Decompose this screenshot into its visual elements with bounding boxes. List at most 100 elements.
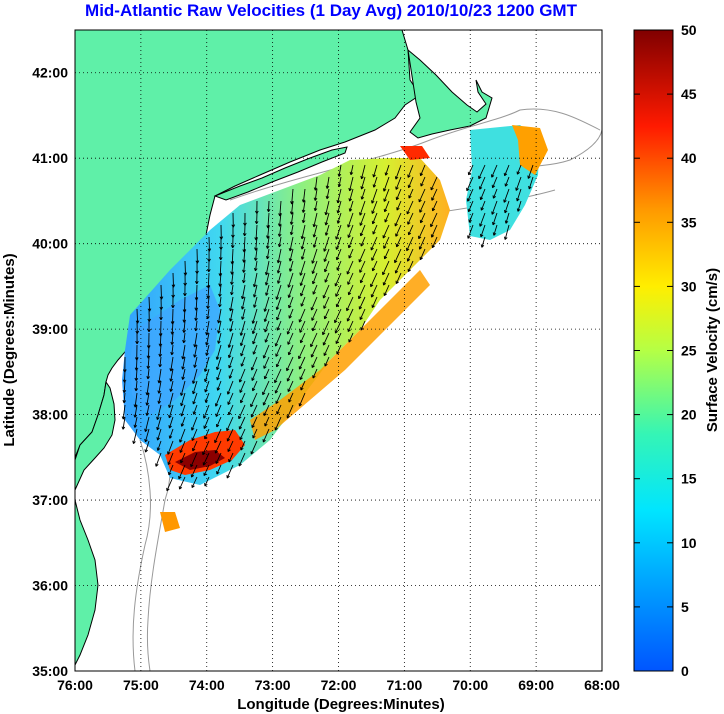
longitude-tick-label: 68:00: [584, 677, 620, 693]
velocity-arrow: [371, 248, 378, 261]
velocity-arrow: [371, 260, 378, 272]
velocity-arrow: [298, 344, 306, 360]
velocity-arrow: [230, 284, 234, 296]
velocity-arrow: [205, 332, 210, 346]
velocity-arrow: [156, 440, 162, 451]
velocity-arrow: [204, 392, 210, 403]
velocity-arrow: [168, 428, 174, 439]
latitude-tick-label: 40:00: [32, 236, 68, 252]
map-panel: 76:00 75:00 74:00 73:00 72:00 71:00 70:00 69:00…: [32, 29, 620, 693]
velocity-arrow: [300, 380, 306, 391]
velocity-arrow: [491, 176, 498, 189]
velocity-arrow: [359, 224, 366, 237]
velocity-arrow: [311, 248, 318, 264]
velocity-arrow: [347, 212, 354, 228]
velocity-arrow: [406, 200, 414, 215]
velocity-arrow: [348, 188, 354, 202]
velocity-arrow: [192, 392, 198, 405]
velocity-arrow: [528, 176, 534, 190]
velocity-arrow: [408, 188, 414, 199]
velocity-arrow: [227, 404, 234, 416]
velocity-arrow: [324, 212, 330, 226]
velocity-arrow: [527, 164, 534, 179]
velocity-arrow: [193, 332, 198, 348]
longitude-tick-labels: 76:00 75:00 74:00 73:00 72:00 71:00 70:00 69:00…: [57, 677, 620, 693]
velocity-arrow: [240, 440, 246, 451]
velocity-arrow: [266, 200, 271, 213]
velocity-arrow: [347, 224, 354, 238]
velocity-arrow: [214, 440, 222, 454]
velocity-arrow: [336, 344, 342, 355]
velocity-arrow: [289, 212, 294, 225]
velocity-arrow: [298, 308, 306, 323]
velocity-arrow: [287, 332, 294, 345]
velocity-arrow: [358, 248, 366, 263]
velocity-arrow: [467, 164, 474, 176]
velocity-arrow: [167, 452, 174, 466]
velocity-arrow: [262, 344, 270, 359]
velocity-arrow: [132, 428, 138, 445]
velocity-arrow: [228, 356, 234, 369]
velocity-arrow: [169, 368, 174, 382]
velocity-arrow: [264, 272, 270, 286]
velocity-arrow: [240, 344, 246, 357]
velocity-arrow: [299, 284, 306, 297]
colorbar-tick-label: 50: [681, 22, 697, 38]
velocity-arrow: [227, 344, 234, 359]
velocity-arrow: [311, 320, 318, 332]
velocity-arrow: [419, 212, 426, 224]
velocity-arrow: [134, 380, 139, 392]
velocity-arrow: [515, 176, 522, 191]
velocity-arrow: [382, 272, 390, 286]
velocity-arrow: [384, 164, 390, 176]
velocity-arrow: [407, 224, 414, 236]
velocity-arrow: [183, 284, 187, 297]
velocity-arrow: [238, 368, 246, 383]
velocity-arrow: [323, 344, 330, 357]
velocity-arrow: [336, 188, 342, 204]
y-axis-label: Latitude (Degrees:Minutes): [1, 253, 18, 446]
velocity-arrow: [286, 320, 294, 335]
velocity-arrow: [325, 176, 330, 189]
velocity-arrow: [192, 380, 198, 395]
velocity-arrow: [395, 224, 402, 237]
velocity-arrow: [191, 368, 198, 384]
velocity-arrow: [122, 392, 127, 404]
velocity-arrow: [312, 284, 318, 295]
velocity-arrow: [239, 428, 246, 441]
velocity-arrow: [254, 212, 259, 225]
velocity-arrow: [266, 224, 270, 239]
velocity-arrow: [478, 164, 486, 180]
velocity-arrow: [298, 356, 306, 370]
colorbar-tick-label: 25: [681, 343, 697, 359]
velocity-arrow: [360, 188, 366, 200]
velocity-arrow: [242, 224, 247, 237]
longitude-tick-label: 71:00: [386, 677, 422, 693]
velocity-arrow: [205, 344, 210, 356]
velocity-arrow: [240, 284, 246, 300]
velocity-arrow: [418, 224, 426, 240]
velocity-arrow: [311, 308, 318, 321]
velocity-arrow: [360, 320, 366, 331]
velocity-arrow: [335, 224, 342, 240]
velocity-arrow: [250, 392, 258, 408]
velocity-arrow: [334, 272, 342, 287]
velocity-field-main: [122, 158, 450, 485]
velocity-arrow: [253, 248, 258, 261]
velocity-arrow: [276, 404, 282, 415]
velocity-arrow: [265, 248, 270, 260]
velocity-arrow: [323, 296, 330, 309]
velocity-arrow: [168, 404, 174, 419]
velocity-arrow: [239, 320, 246, 336]
velocity-arrow: [324, 224, 330, 236]
velocity-arrow: [251, 368, 258, 381]
velocity-arrow: [359, 212, 366, 226]
velocity-arrow: [312, 212, 318, 228]
velocity-arrow: [312, 224, 318, 238]
velocity-arrow: [202, 440, 210, 456]
velocity-arrow: [336, 260, 342, 271]
velocity-arrow: [480, 236, 486, 248]
land-long-island: [213, 146, 348, 201]
velocity-arrow: [347, 272, 354, 285]
surface-velocity-field: [122, 125, 548, 532]
